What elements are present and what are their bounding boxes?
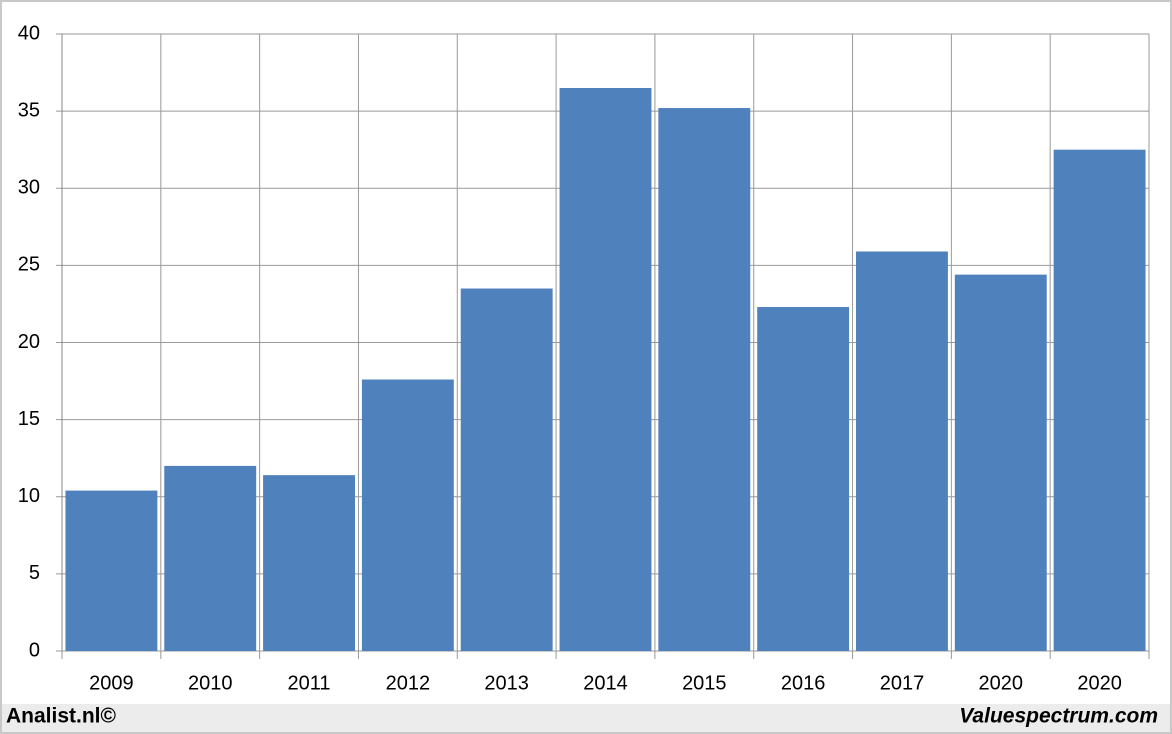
bar <box>164 465 257 651</box>
bar <box>263 475 355 651</box>
x-tick-label: 2010 <box>188 672 233 694</box>
x-tick-label: 2020 <box>979 672 1024 694</box>
bar <box>1053 149 1146 651</box>
y-tick-label: 15 <box>18 408 40 430</box>
x-tick-label: 2020 <box>1077 672 1122 694</box>
bar <box>954 274 1047 651</box>
y-tick-label: 5 <box>29 562 40 584</box>
footer-band <box>2 704 1170 732</box>
bar <box>559 87 652 652</box>
x-tick-label: 2012 <box>386 672 431 694</box>
bar <box>65 490 158 651</box>
y-tick-label: 20 <box>18 331 40 353</box>
y-tick-label: 30 <box>18 177 40 199</box>
y-tick-label: 40 <box>18 22 40 44</box>
y-tick-label: 25 <box>18 254 40 276</box>
credit-left: Analist.nl© <box>6 705 117 728</box>
x-tick-label: 2011 <box>288 672 331 694</box>
bar <box>856 251 948 651</box>
credit-right: Valuespectrum.com <box>959 705 1158 728</box>
bar <box>757 307 850 651</box>
y-tick-label: 35 <box>18 99 40 121</box>
bar <box>361 379 454 651</box>
y-tick-label: 10 <box>18 485 40 507</box>
x-tick-label: 2016 <box>781 672 826 694</box>
x-tick-label: 2014 <box>583 672 628 694</box>
y-tick-label: 0 <box>29 639 40 661</box>
x-tick-label: 2015 <box>682 672 727 694</box>
bar <box>460 288 553 651</box>
x-tick-label: 2017 <box>880 672 925 694</box>
x-tick-label: 2013 <box>484 672 529 694</box>
bar <box>658 108 751 652</box>
x-tick-label: 2009 <box>89 672 134 694</box>
